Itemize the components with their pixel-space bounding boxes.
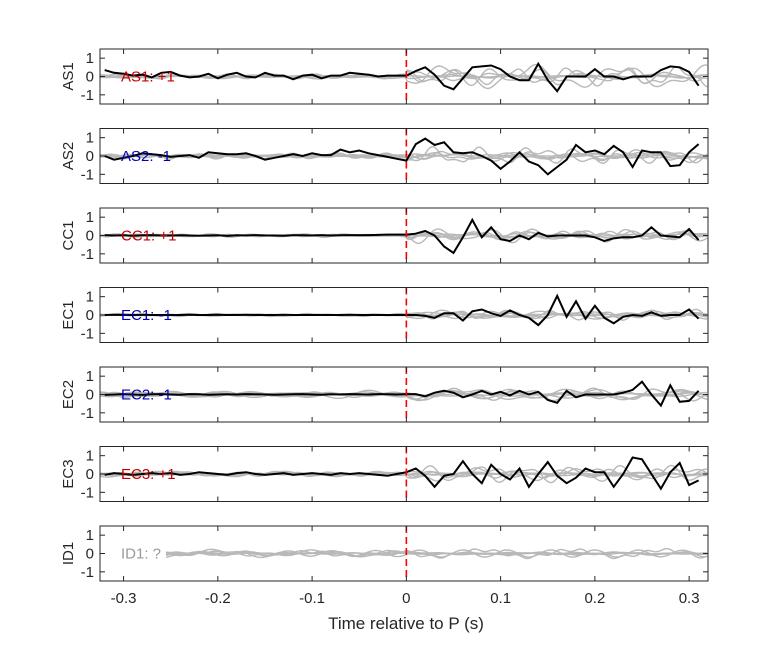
y-tick-label: -1 (81, 246, 94, 263)
polarity-annotation: AS1: +1 (121, 69, 175, 86)
station-label: EC2 (60, 380, 77, 409)
station-label: EC1 (60, 300, 77, 329)
y-tick-label: 1 (86, 130, 94, 147)
trace-group (165, 548, 708, 560)
polarity-annotation: AS2: -1 (121, 148, 171, 165)
y-tick-label: 0 (86, 228, 94, 245)
y-tick-label: 0 (86, 307, 94, 324)
grey-trace (100, 388, 708, 401)
black-trace (104, 137, 700, 176)
y-tick-label: 1 (86, 368, 94, 385)
y-tick-label: 1 (86, 289, 94, 306)
y-tick-label: -1 (81, 484, 94, 501)
trace-group (100, 61, 708, 93)
polarity-annotation: ID1: ? (121, 546, 161, 563)
station-label: EC3 (60, 459, 77, 488)
black-trace (104, 61, 700, 93)
trace-group (100, 293, 708, 327)
y-tick-label: -1 (81, 564, 94, 581)
trace-group (100, 456, 708, 491)
y-tick-label: -1 (81, 405, 94, 422)
x-axis-label: Time relative to P (s) (328, 614, 484, 633)
y-tick-label: 0 (86, 69, 94, 86)
polarity-annotation: EC1: -1 (121, 307, 172, 324)
station-label: ID1 (60, 542, 77, 565)
x-tick-label: -0.3 (111, 590, 137, 607)
y-tick-label: 0 (86, 148, 94, 165)
polarity-annotation: CC1: +1 (121, 228, 176, 245)
black-trace (104, 456, 700, 491)
y-tick-label: -1 (81, 325, 94, 342)
station-label: AS2 (60, 142, 77, 170)
y-tick-label: 0 (86, 387, 94, 404)
trace-group (100, 137, 708, 176)
y-tick-label: 1 (86, 448, 94, 465)
y-tick-label: 1 (86, 209, 94, 226)
x-tick-label: -0.1 (299, 590, 325, 607)
black-trace (104, 380, 700, 408)
x-tick-label: 0 (402, 590, 410, 607)
polarity-annotation: EC3: +1 (121, 466, 176, 483)
polarity-annotation: EC2: -1 (121, 387, 172, 404)
trace-group (100, 380, 708, 408)
black-trace (104, 293, 700, 327)
x-tick-label: 0.1 (490, 590, 511, 607)
grey-trace (166, 551, 708, 556)
grey-trace (165, 548, 708, 560)
x-tick-label: -0.2 (205, 590, 231, 607)
station-label: CC1 (60, 220, 77, 250)
black-trace (104, 217, 700, 255)
y-tick-label: 0 (86, 466, 94, 483)
station-label: AS1 (60, 62, 77, 90)
x-tick-label: 0.2 (584, 590, 605, 607)
y-tick-label: -1 (81, 87, 94, 104)
y-tick-label: -1 (81, 166, 94, 183)
trace-group (100, 217, 708, 255)
x-tick-label: 0.3 (679, 590, 700, 607)
y-tick-label: 1 (86, 527, 94, 544)
y-tick-label: 1 (86, 50, 94, 67)
y-tick-label: 0 (86, 546, 94, 563)
